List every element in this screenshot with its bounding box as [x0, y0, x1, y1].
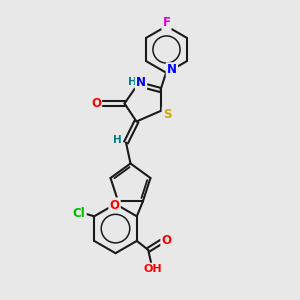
Text: H: H [113, 135, 122, 145]
Text: H: H [128, 76, 136, 87]
Text: F: F [163, 16, 170, 29]
Text: O: O [91, 97, 101, 110]
Text: OH: OH [143, 264, 162, 274]
Text: Cl: Cl [73, 207, 85, 220]
Text: O: O [110, 199, 120, 212]
Text: N: N [136, 76, 146, 89]
Text: S: S [163, 107, 171, 121]
Text: N: N [167, 63, 177, 76]
Text: O: O [161, 233, 172, 247]
